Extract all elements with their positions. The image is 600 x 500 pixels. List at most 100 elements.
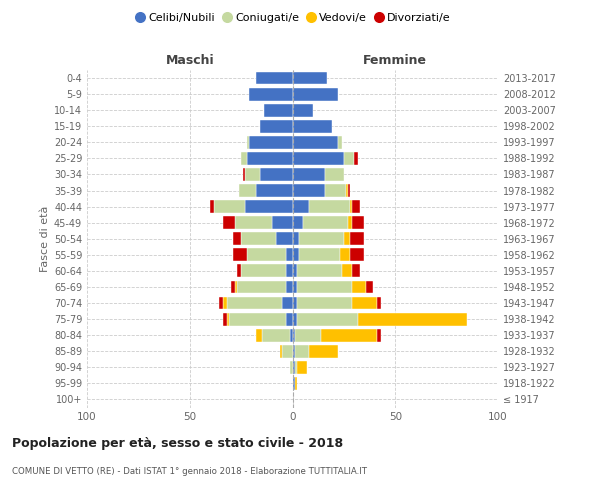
Text: Femmine: Femmine: [363, 54, 427, 67]
Bar: [293, 104, 313, 117]
Bar: [256, 184, 293, 197]
Bar: [264, 104, 293, 117]
Bar: [352, 296, 377, 310]
Bar: [223, 216, 235, 229]
Bar: [286, 312, 293, 326]
Legend: Celibi/Nubili, Coniugati/e, Vedovi/e, Divorziati/e: Celibi/Nubili, Coniugati/e, Vedovi/e, Di…: [133, 8, 455, 28]
Bar: [303, 216, 348, 229]
Bar: [260, 168, 293, 181]
Bar: [241, 264, 286, 278]
Bar: [293, 168, 325, 181]
Bar: [293, 136, 338, 149]
Bar: [296, 280, 352, 293]
Bar: [272, 216, 293, 229]
Bar: [290, 329, 293, 342]
Bar: [214, 200, 245, 213]
Bar: [352, 200, 361, 213]
Bar: [233, 248, 247, 261]
Bar: [223, 312, 227, 326]
Bar: [286, 280, 293, 293]
Bar: [358, 312, 467, 326]
Bar: [241, 232, 276, 245]
Bar: [293, 361, 295, 374]
Bar: [296, 296, 352, 310]
Bar: [296, 264, 342, 278]
Bar: [237, 280, 286, 293]
Bar: [295, 377, 296, 390]
Bar: [295, 361, 296, 374]
Bar: [293, 216, 303, 229]
Bar: [296, 312, 358, 326]
Bar: [348, 184, 350, 197]
Bar: [233, 232, 241, 245]
Bar: [293, 329, 295, 342]
Bar: [229, 312, 286, 326]
Bar: [321, 329, 377, 342]
Bar: [241, 152, 247, 165]
Bar: [293, 88, 338, 101]
Bar: [256, 72, 293, 85]
Bar: [282, 296, 293, 310]
Bar: [235, 280, 237, 293]
Bar: [293, 200, 309, 213]
Bar: [325, 168, 344, 181]
Bar: [239, 184, 256, 197]
Bar: [352, 216, 364, 229]
Bar: [293, 264, 296, 278]
Bar: [290, 361, 293, 374]
Bar: [256, 329, 262, 342]
Bar: [342, 264, 352, 278]
Bar: [340, 248, 350, 261]
Bar: [227, 312, 229, 326]
Bar: [350, 232, 364, 245]
Text: Maschi: Maschi: [166, 54, 214, 67]
Bar: [346, 184, 348, 197]
Bar: [260, 120, 293, 132]
Bar: [293, 232, 299, 245]
Bar: [299, 232, 344, 245]
Y-axis label: Fasce di età: Fasce di età: [40, 206, 50, 272]
Bar: [295, 329, 321, 342]
Bar: [243, 168, 245, 181]
Bar: [235, 216, 272, 229]
Bar: [352, 280, 367, 293]
Bar: [377, 296, 381, 310]
Bar: [293, 377, 295, 390]
Bar: [367, 280, 373, 293]
Bar: [293, 312, 296, 326]
Bar: [250, 88, 293, 101]
Bar: [309, 345, 338, 358]
Bar: [354, 152, 358, 165]
Bar: [348, 216, 352, 229]
Bar: [276, 232, 293, 245]
Bar: [295, 345, 309, 358]
Bar: [293, 120, 332, 132]
Bar: [344, 232, 350, 245]
Bar: [309, 200, 350, 213]
Bar: [293, 280, 296, 293]
Bar: [280, 345, 282, 358]
Bar: [211, 200, 214, 213]
Bar: [245, 168, 260, 181]
Bar: [293, 296, 296, 310]
Bar: [223, 296, 227, 310]
Bar: [293, 72, 328, 85]
Bar: [245, 200, 293, 213]
Bar: [247, 152, 293, 165]
Bar: [237, 264, 241, 278]
Bar: [352, 264, 361, 278]
Bar: [227, 296, 282, 310]
Text: COMUNE DI VETTO (RE) - Dati ISTAT 1° gennaio 2018 - Elaborazione TUTTITALIA.IT: COMUNE DI VETTO (RE) - Dati ISTAT 1° gen…: [12, 468, 367, 476]
Bar: [293, 152, 344, 165]
Bar: [350, 248, 364, 261]
Bar: [293, 345, 295, 358]
Bar: [247, 136, 250, 149]
Bar: [286, 264, 293, 278]
Bar: [350, 200, 352, 213]
Bar: [231, 280, 235, 293]
Text: Popolazione per età, sesso e stato civile - 2018: Popolazione per età, sesso e stato civil…: [12, 438, 343, 450]
Bar: [338, 136, 342, 149]
Bar: [250, 136, 293, 149]
Bar: [325, 184, 346, 197]
Bar: [247, 248, 286, 261]
